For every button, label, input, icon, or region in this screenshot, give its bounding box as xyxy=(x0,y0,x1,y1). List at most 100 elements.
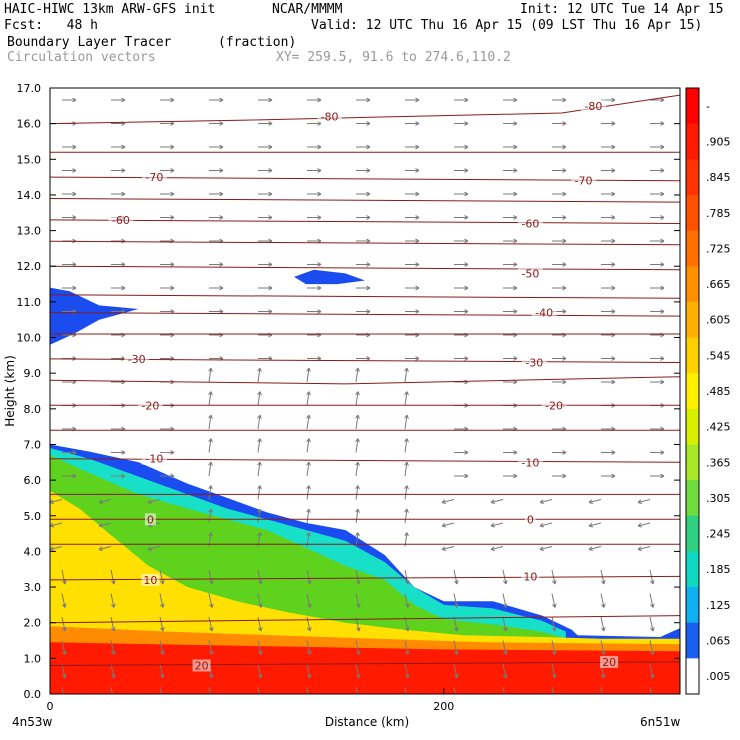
vector-arrow xyxy=(355,391,360,406)
vector-arrow xyxy=(601,285,616,291)
vector-arrow xyxy=(208,438,213,453)
vector-arrow xyxy=(356,285,371,291)
vector-arrow xyxy=(160,285,175,291)
tracer-region-upper-center xyxy=(294,269,365,285)
y-tick-label: 11.0 xyxy=(17,296,42,309)
vector-arrow xyxy=(355,508,360,524)
vector-arrow xyxy=(600,616,606,632)
vector-arrow xyxy=(650,450,665,455)
vector-arrow xyxy=(257,687,260,694)
vector-arrow xyxy=(111,285,126,291)
vector-arrow xyxy=(307,215,322,220)
vector-arrow xyxy=(552,379,567,385)
vector-arrow xyxy=(552,144,567,150)
colorbar-label: .785 xyxy=(706,207,731,220)
y-tick-label: 0.0 xyxy=(24,688,42,701)
contour-label-bg xyxy=(137,399,163,412)
contour-label: -60 xyxy=(521,217,539,230)
vector-arrow xyxy=(650,238,665,244)
vector-arrow xyxy=(454,215,469,220)
field-name: Boundary Layer Tracer xyxy=(7,35,172,50)
vector-arrow xyxy=(404,508,409,524)
vector-arrow xyxy=(61,663,67,679)
vector-arrow xyxy=(356,97,371,103)
contour-label-bg xyxy=(141,573,160,586)
vector-arrow xyxy=(307,144,322,150)
vector-arrow xyxy=(208,593,214,608)
vector-arrow xyxy=(62,168,77,173)
vector-arrow xyxy=(208,508,213,524)
vector-arrow xyxy=(355,593,361,608)
colorbar-label: .005 xyxy=(706,670,731,683)
vector-arrow xyxy=(356,121,371,126)
vector-arrow xyxy=(355,461,360,477)
y-tick-label: 9.0 xyxy=(24,367,42,380)
colorbar-swatch xyxy=(686,480,699,517)
vector-arrow xyxy=(356,215,371,220)
vector-arrow xyxy=(503,144,518,150)
vector-arrow xyxy=(454,450,469,455)
vector-arrow xyxy=(404,414,409,430)
vector-arrow xyxy=(552,238,567,244)
colorbar-swatch xyxy=(686,658,699,695)
vector-arrow xyxy=(208,414,213,430)
vector-arrow xyxy=(503,450,518,455)
vector-arrow xyxy=(62,285,77,291)
colorbar-swatch xyxy=(686,230,699,267)
circulation-vectors xyxy=(50,97,665,694)
contour-label: 20 xyxy=(602,656,616,669)
vector-arrow xyxy=(209,215,224,220)
vector-arrow xyxy=(61,593,67,608)
vector-arrow xyxy=(111,473,126,479)
vector-arrow xyxy=(588,546,602,551)
contour-label: 10 xyxy=(143,574,157,587)
vector-arrow xyxy=(404,593,410,608)
vector-arrow xyxy=(503,285,518,291)
vector-arrow xyxy=(588,499,602,504)
vector-arrow xyxy=(405,168,420,173)
vector-arrow xyxy=(650,215,665,220)
vector-arrow xyxy=(637,546,651,551)
vector-arrow xyxy=(110,663,116,679)
vector-arrow xyxy=(258,215,273,220)
vector-arrow xyxy=(356,144,371,150)
colorbar-swatch xyxy=(686,444,699,481)
vector-arrow xyxy=(503,309,518,314)
contour-label-bg xyxy=(141,452,167,465)
vector-arrow xyxy=(454,191,469,197)
vector-arrow xyxy=(453,616,459,632)
vector-arrow xyxy=(405,356,420,361)
vector-arrow xyxy=(404,461,409,477)
vector-arrow xyxy=(147,546,161,551)
colorbar-label: .185 xyxy=(706,563,731,576)
colorbar-label: .125 xyxy=(706,599,731,612)
vector-arrow xyxy=(454,356,469,361)
colorbar-swatch xyxy=(686,266,699,303)
vector-arrow xyxy=(208,367,213,383)
vector-arrow xyxy=(110,569,116,585)
vector-arrow xyxy=(441,546,455,551)
vector-arrow xyxy=(258,191,273,197)
vector-arrow xyxy=(356,262,371,267)
colorbar-swatch xyxy=(686,301,699,339)
vector-arrow xyxy=(62,191,77,197)
vector-arrow xyxy=(258,97,273,103)
vector-arrow xyxy=(306,438,311,453)
vector-arrow xyxy=(307,285,322,291)
vector-arrow xyxy=(404,485,409,500)
vector-arrow xyxy=(650,144,665,150)
vector-arrow xyxy=(405,309,420,314)
colorbar-label: .485 xyxy=(706,385,731,398)
vector-arrow xyxy=(539,499,553,504)
vector-arrow xyxy=(650,262,665,267)
vector-arrow xyxy=(307,262,322,267)
vector-arrow xyxy=(98,499,112,504)
vector-arrow xyxy=(209,285,224,291)
vector-arrow xyxy=(503,215,518,220)
colorbar-swatch xyxy=(686,194,699,232)
vector-arrow xyxy=(405,215,420,220)
colorbar-label: .065 xyxy=(706,635,731,648)
vector-arrow xyxy=(441,499,455,504)
contour-label-bg xyxy=(317,110,343,123)
vector-arrow xyxy=(62,450,77,455)
